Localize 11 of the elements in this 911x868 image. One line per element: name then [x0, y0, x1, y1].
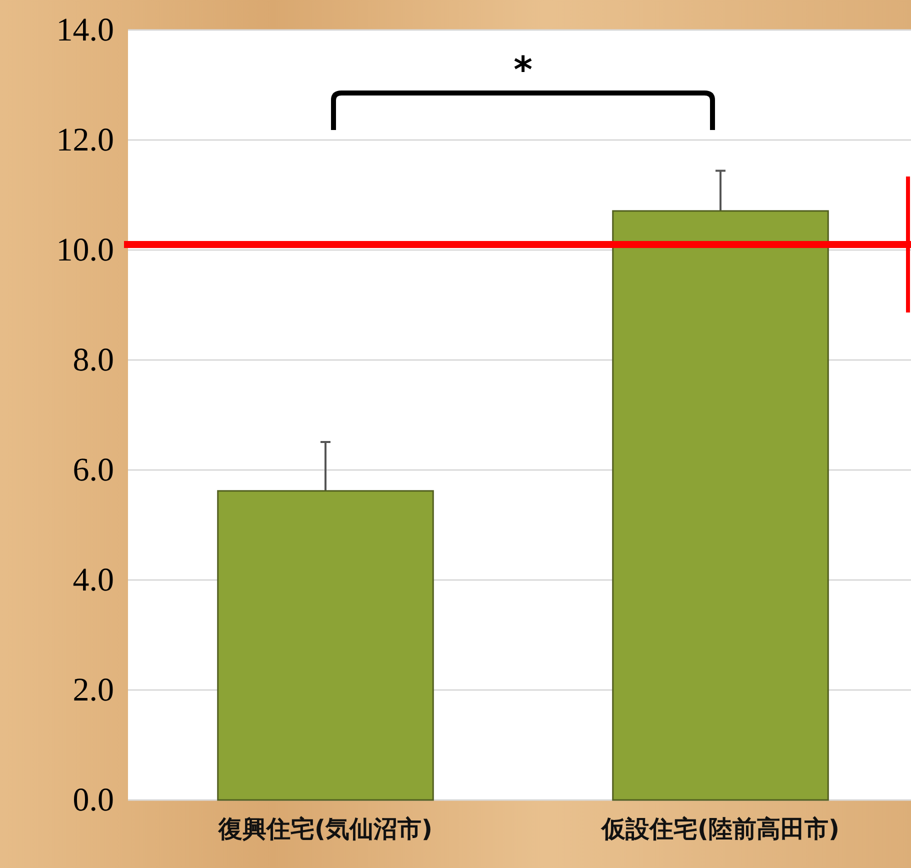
y-tick-label: 4.0 — [72, 562, 114, 599]
x-tick-label: 復興住宅(気仙沼市) — [218, 815, 432, 844]
y-tick-label: 8.0 — [72, 342, 114, 379]
y-tick-label: 14.0 — [56, 12, 114, 49]
y-tick-label: 10.0 — [56, 232, 114, 269]
y-tick-label: 0.0 — [72, 782, 114, 819]
y-tick-label: 6.0 — [72, 452, 114, 489]
y-tick-label: 12.0 — [56, 122, 114, 159]
x-tick-label: 仮設住宅(陸前高田市) — [600, 815, 840, 844]
annotation: * — [514, 50, 533, 91]
y-tick-label: 2.0 — [72, 672, 114, 709]
